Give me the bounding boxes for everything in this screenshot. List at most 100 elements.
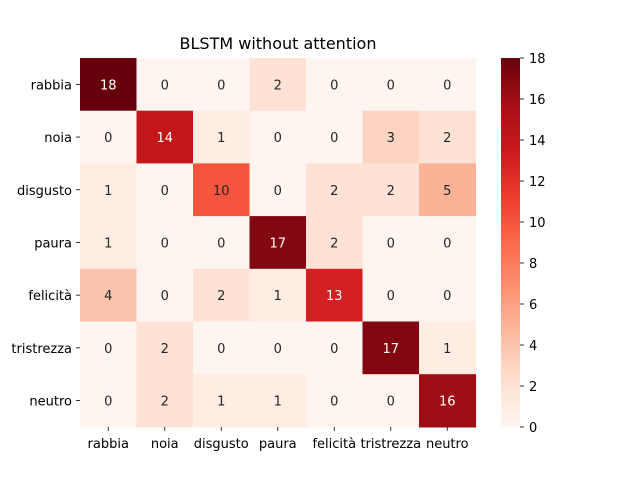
heatmap-cell	[193, 321, 251, 375]
x-tick-label: noia	[151, 437, 179, 452]
cell-value-label: 1	[217, 131, 225, 146]
colorbar-tick-label: 10	[529, 216, 546, 231]
heatmap-cell	[136, 216, 194, 270]
heatmap-cell	[193, 163, 251, 217]
heatmap-cell	[419, 216, 477, 270]
cell-value-label: 2	[161, 395, 169, 410]
cell-value-label: 0	[387, 289, 395, 304]
heatmap-cell	[249, 268, 307, 323]
cell-value-label: 2	[161, 342, 169, 357]
heatmap-cell	[362, 58, 420, 112]
cell-value-label: 0	[161, 289, 169, 304]
heatmap-cell	[419, 374, 477, 428]
cell-value-label: 3	[387, 131, 395, 146]
heatmap-cell	[362, 163, 420, 217]
cell-value-label: 0	[387, 395, 395, 410]
x-tick-label: disgusto	[194, 437, 249, 452]
cell-value-label: 0	[274, 131, 282, 146]
heatmap-cell	[306, 321, 364, 375]
colorbar-tick-label: 6	[529, 298, 537, 313]
cell-value-label: 0	[161, 184, 169, 199]
cell-value-label: 14	[156, 131, 173, 146]
heatmap-cell	[136, 58, 194, 112]
cell-value-label: 0	[217, 342, 225, 357]
x-tick-label: tristrezza	[360, 437, 421, 452]
heatmap-cell	[249, 374, 307, 428]
cell-value-label: 1	[443, 342, 451, 357]
heatmap-cell	[249, 163, 307, 217]
heatmap-cell	[362, 321, 420, 375]
cell-value-label: 4	[104, 289, 112, 304]
y-tick-label: paura	[34, 236, 72, 251]
heatmap-cell	[136, 321, 194, 375]
heatmap-cell	[193, 110, 251, 164]
cell-value-label: 0	[274, 342, 282, 357]
cell-value-label: 10	[213, 184, 230, 199]
heatmap-cell	[249, 110, 307, 164]
heatmap-cell	[419, 321, 477, 375]
cell-value-label: 1	[274, 395, 282, 410]
heatmap-cell	[193, 58, 251, 112]
heatmap-cell	[193, 268, 251, 323]
colorbar-tick-label: 0	[529, 421, 537, 436]
cell-value-label: 1	[217, 395, 225, 410]
heatmap-cell	[80, 58, 138, 112]
cell-value-label: 0	[443, 289, 451, 304]
heatmap-cell	[419, 268, 477, 323]
x-tick-label: felicità	[312, 437, 356, 452]
cell-value-label: 13	[326, 289, 343, 304]
x-tick-label: neutro	[426, 437, 469, 452]
heatmap-cells	[80, 58, 477, 428]
cell-value-label: 0	[330, 395, 338, 410]
heatmap-cell	[362, 374, 420, 428]
cell-value-label: 5	[443, 184, 451, 199]
cell-value-label: 0	[104, 131, 112, 146]
heatmap-cell	[249, 321, 307, 375]
heatmap-cell	[362, 268, 420, 323]
cell-value-label: 0	[161, 236, 169, 251]
heatmap-cell	[362, 216, 420, 270]
y-tick-label: disgusto	[17, 184, 72, 199]
cell-value-label: 0	[330, 342, 338, 357]
heatmap-cell	[306, 268, 364, 323]
heatmap-cell	[80, 163, 138, 217]
cell-value-label: 1	[274, 289, 282, 304]
y-tick-label: felicità	[28, 289, 72, 304]
cell-value-label: 2	[274, 78, 282, 93]
cell-value-label: 2	[387, 184, 395, 199]
cell-value-label: 1	[104, 184, 112, 199]
cell-value-label: 2	[217, 289, 225, 304]
heatmap-cell	[306, 216, 364, 270]
cell-value-label: 17	[269, 236, 286, 251]
cell-value-label: 18	[100, 78, 117, 93]
cell-value-label: 0	[387, 78, 395, 93]
heatmap-cell	[80, 374, 138, 428]
heatmap-cell	[80, 216, 138, 270]
heatmap-cell	[306, 58, 364, 112]
colorbar-tick-label: 18	[529, 52, 546, 67]
x-tick-label: paura	[259, 437, 297, 452]
heatmap-cell	[80, 110, 138, 164]
heatmap-cell	[249, 58, 307, 112]
y-tick-label: neutro	[29, 395, 72, 410]
heatmap-cell	[80, 321, 138, 375]
heatmap-cell	[136, 110, 194, 164]
cell-value-label: 17	[382, 342, 399, 357]
y-axis-tick-labels: rabbia noia disgusto paura felicità tristrezz…	[11, 78, 80, 410]
cell-value-label: 0	[387, 236, 395, 251]
cell-value-label: 0	[104, 395, 112, 410]
cell-value-label: 2	[330, 236, 338, 251]
heatmap-cell	[136, 163, 194, 217]
heatmap-cell	[136, 268, 194, 323]
heatmap-cell	[136, 374, 194, 428]
colorbar-tick-label: 14	[529, 134, 546, 149]
y-tick-label: tristrezza	[11, 342, 72, 357]
x-axis-tick-labels: rabbia noia disgusto paura felicità tristrezz…	[88, 426, 469, 452]
cell-value-label: 0	[330, 78, 338, 93]
cell-value-label: 0	[330, 131, 338, 146]
heatmap-cell	[306, 163, 364, 217]
colorbar-tick-label: 12	[529, 175, 546, 190]
heatmap-cell	[362, 110, 420, 164]
